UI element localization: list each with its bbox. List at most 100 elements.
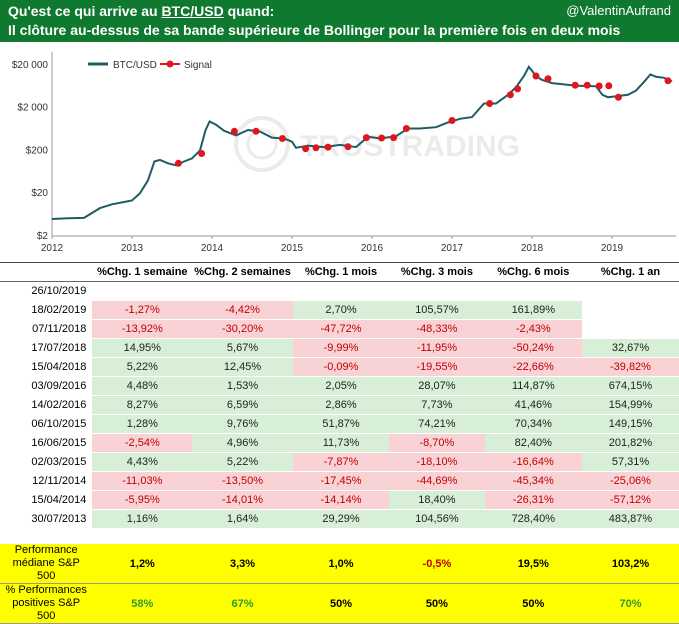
x-tick-label: 2015 xyxy=(281,243,304,254)
value-cell: -45,34% xyxy=(484,471,582,491)
value-cell: -47,72% xyxy=(292,319,390,339)
column-header: %Chg. 1 an xyxy=(581,262,679,282)
signal-point xyxy=(174,159,182,167)
value-cell: 728,40% xyxy=(484,509,582,529)
value-cell: -9,99% xyxy=(292,338,390,358)
value-cell: -50,24% xyxy=(484,338,582,358)
value-cell: 201,82% xyxy=(581,433,679,453)
value-cell: 2,70% xyxy=(292,300,390,320)
value-cell: -14,14% xyxy=(292,490,390,510)
spacer-cell xyxy=(581,528,679,544)
value-cell: 51,87% xyxy=(292,414,390,434)
y-tick-label: $2 xyxy=(37,231,49,242)
performance-table: %Chg. 1 semaine %Chg. 2 semaines %Chg. 1 m… xyxy=(0,262,679,624)
signal-point xyxy=(571,81,579,89)
value-cell: -1,27% xyxy=(92,300,193,320)
value-cell: -16,64% xyxy=(484,452,582,472)
watermark-text: TROSTRADING xyxy=(300,130,520,163)
value-cell: -11,03% xyxy=(92,471,193,491)
row-date: 07/11/2018 xyxy=(0,319,93,339)
value-cell: -48,33% xyxy=(389,319,485,339)
value-cell: 4,96% xyxy=(192,433,293,453)
value-cell: 9,76% xyxy=(192,414,293,434)
table-row: 12/11/2014 -11,03% -13,50% -17,45% -44,69% -4… xyxy=(0,471,679,491)
series-line-btc-usd xyxy=(51,64,673,220)
value-cell: -18,10% xyxy=(389,452,485,472)
summary-value: -0,5% xyxy=(389,543,485,584)
signal-point xyxy=(302,145,310,153)
signal-point xyxy=(344,143,352,151)
signal-point xyxy=(362,134,370,142)
column-header: %Chg. 1 semaine xyxy=(92,262,193,282)
signal-point xyxy=(506,91,514,99)
value-cell: 483,87% xyxy=(581,509,679,529)
legend-label-btc: BTC/USD xyxy=(113,60,157,71)
value-cell: 149,15% xyxy=(581,414,679,434)
row-date: 16/06/2015 xyxy=(0,433,93,453)
value-cell: 5,22% xyxy=(192,452,293,472)
spacer-cell xyxy=(292,528,390,544)
summary-row: Performance médiane S&P 500 1,2% 3,3% 1,0% -… xyxy=(0,543,679,584)
header-corner xyxy=(0,262,93,282)
signal-point xyxy=(252,127,260,135)
value-cell: 14,95% xyxy=(92,338,193,358)
header-banner: Qu'est ce qui arrive au BTC/USD quand: I… xyxy=(0,0,679,42)
row-date: 03/09/2016 xyxy=(0,376,93,396)
summary-value: 58% xyxy=(92,583,193,624)
value-cell: 28,07% xyxy=(389,376,485,396)
x-tick-label: 2019 xyxy=(601,243,624,254)
value-cell: -17,45% xyxy=(292,471,390,491)
summary-value: 103,2% xyxy=(581,543,679,584)
subtitle: Il clôture au-dessus de sa bande supérie… xyxy=(8,22,621,38)
signal-point xyxy=(312,144,320,152)
title: Qu'est ce qui arrive au BTC/USD quand: xyxy=(8,3,274,19)
row-date: 14/02/2016 xyxy=(0,395,93,415)
table-header-row: %Chg. 1 semaine %Chg. 2 semaines %Chg. 1 m… xyxy=(0,262,679,282)
x-tick-label: 2018 xyxy=(521,243,544,254)
table-row: 06/10/2015 1,28% 9,76% 51,87% 74,21% 70,34% 14… xyxy=(0,414,679,434)
column-header: %Chg. 3 mois xyxy=(389,262,485,282)
value-cell: 4,48% xyxy=(92,376,193,396)
table-row: 16/06/2015 -2,54% 4,96% 11,73% -8,70% 82,40% 2… xyxy=(0,433,679,453)
value-cell: 2,86% xyxy=(292,395,390,415)
row-date: 06/10/2015 xyxy=(0,414,93,434)
table-row: 07/11/2018 -13,92% -30,20% -47,72% -48,33% -2… xyxy=(0,319,679,339)
summary-value: 19,5% xyxy=(484,543,582,584)
value-cell: -57,12% xyxy=(581,490,679,510)
value-cell xyxy=(581,281,679,301)
x-tick-label: 2012 xyxy=(41,243,64,254)
value-cell: -0,09% xyxy=(292,357,390,377)
value-cell: 8,27% xyxy=(92,395,193,415)
row-date: 15/04/2014 xyxy=(0,490,93,510)
watermark-logo-icon xyxy=(234,116,290,172)
x-tick-label: 2014 xyxy=(201,243,224,254)
value-cell: -44,69% xyxy=(389,471,485,491)
summary-label: Performance médiane S&P 500 xyxy=(0,543,93,584)
value-cell: 104,56% xyxy=(389,509,485,529)
value-cell xyxy=(581,300,679,320)
spacer-cell xyxy=(0,528,93,544)
value-cell xyxy=(92,281,193,301)
value-cell xyxy=(292,281,390,301)
legend-marker-signal xyxy=(166,60,174,68)
y-tick-label: $20 000 xyxy=(12,60,49,71)
legend-label-signal: Signal xyxy=(184,60,212,71)
y-tick-label: $200 xyxy=(26,145,49,156)
title-prefix: Qu'est ce qui arrive au xyxy=(8,3,162,19)
row-date: 12/11/2014 xyxy=(0,471,93,491)
row-date: 15/04/2018 xyxy=(0,357,93,377)
summary-value: 3,3% xyxy=(192,543,293,584)
watermark-logo-inner xyxy=(246,128,278,160)
value-cell: 161,89% xyxy=(484,300,582,320)
value-cell: -13,50% xyxy=(192,471,293,491)
value-cell: -22,66% xyxy=(484,357,582,377)
x-tick-label: 2017 xyxy=(441,243,464,254)
column-header: %Chg. 1 mois xyxy=(292,262,390,282)
signal-point xyxy=(324,143,332,151)
value-cell: -4,42% xyxy=(192,300,293,320)
value-cell: -2,54% xyxy=(92,433,193,453)
signal-point xyxy=(514,85,522,93)
value-cell: 105,57% xyxy=(389,300,485,320)
row-date: 30/07/2013 xyxy=(0,509,93,529)
value-cell: 1,28% xyxy=(92,414,193,434)
